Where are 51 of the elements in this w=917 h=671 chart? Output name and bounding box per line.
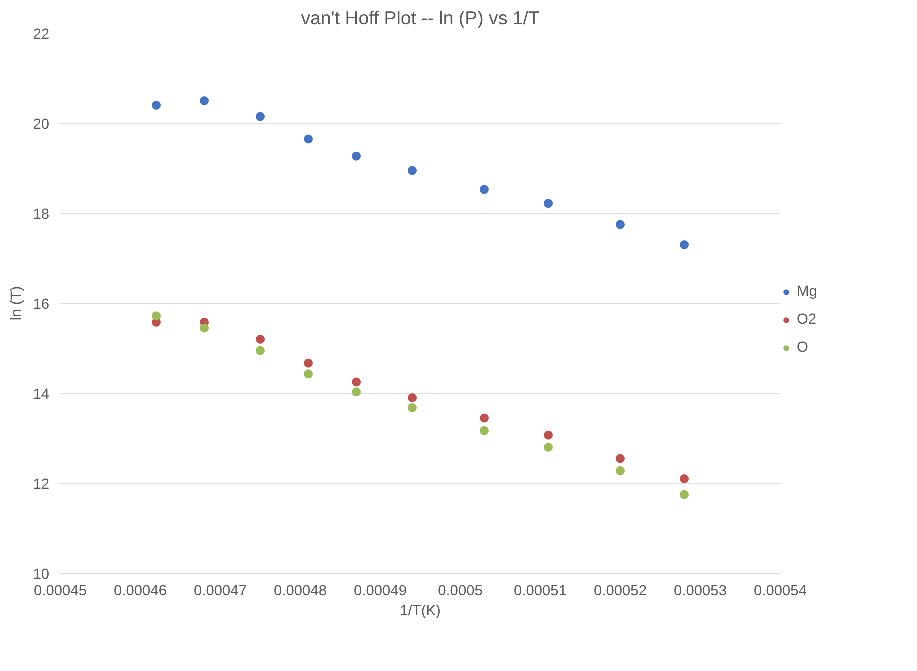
y-tick-label: 18 [33, 207, 50, 223]
point [152, 101, 161, 110]
point [304, 358, 313, 368]
chart-title: van't Hoff Plot -- ln (P) vs 1/T [301, 8, 540, 28]
point [544, 199, 553, 208]
legend-label: O [797, 340, 810, 356]
point [616, 220, 625, 230]
point [616, 466, 625, 476]
point [544, 430, 553, 440]
point [408, 166, 417, 176]
y-tick-label: 14 [33, 387, 50, 403]
point [408, 403, 417, 412]
x-axis-title: 1/T(K) [400, 604, 441, 620]
point [680, 490, 689, 500]
point [408, 394, 417, 402]
x-tick-label: 0.00048 [274, 584, 327, 600]
y-tick-label: 16 [33, 297, 50, 313]
x-tick-label: 0.00045 [34, 584, 87, 600]
point [200, 324, 209, 333]
point [256, 346, 265, 356]
point [152, 312, 161, 321]
y-tick-label: 22 [33, 27, 50, 43]
point [352, 378, 361, 387]
x-tick-label: 0.00052 [594, 584, 647, 600]
x-tick-label: 0.0005 [438, 584, 483, 600]
x-tick-label: 0.00046 [114, 584, 167, 600]
point [352, 152, 361, 161]
point [480, 426, 489, 436]
legend-label: Mg [797, 284, 818, 300]
point [256, 112, 265, 122]
y-tick-label: 12 [33, 477, 50, 493]
point [616, 454, 625, 464]
point [304, 370, 313, 379]
point [680, 474, 689, 484]
point [352, 388, 361, 397]
y-axis-title: ln (T) [9, 286, 26, 321]
point [680, 240, 689, 250]
point [480, 185, 489, 194]
point [200, 96, 209, 106]
legend-label: O2 [797, 312, 817, 328]
y-tick-label: 10 [33, 567, 50, 583]
x-tick-label: 0.00053 [674, 584, 727, 600]
y-tick-label: 20 [33, 117, 50, 133]
x-tick-label: 0.00054 [754, 584, 807, 600]
point [544, 443, 553, 452]
x-tick-label: 0.00047 [194, 584, 247, 600]
point [256, 335, 265, 344]
x-tick-label: 0.00051 [514, 584, 567, 600]
point [304, 134, 313, 144]
x-tick-label: 0.00049 [354, 584, 407, 600]
point [480, 414, 489, 423]
